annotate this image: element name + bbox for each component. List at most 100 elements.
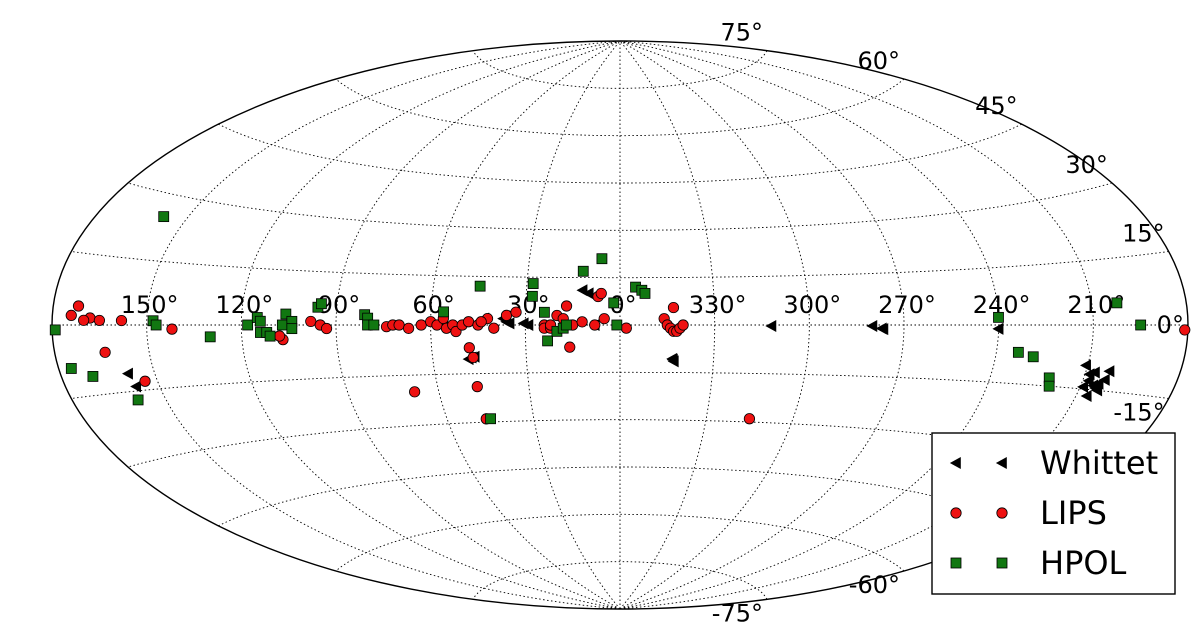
whittet-point [877,323,889,336]
lon-tick-label: 270° [878,291,936,319]
legend-label-whittet: Whittet [1040,444,1158,482]
lips-point [393,319,405,331]
grid-meridian [430,40,621,610]
whittet-point [1091,384,1103,397]
series-hpol [49,211,1147,425]
lips-point [166,323,178,335]
hpol-point [993,311,1004,323]
whittet-point [992,322,1004,335]
hpol-point [608,297,620,309]
hpol-point [542,335,554,347]
hpol-point [1111,297,1123,309]
grid-parallel [218,466,1022,527]
whittet-point [765,319,777,332]
lat-tick-label: 15° [1122,219,1165,247]
lips-point [500,309,513,321]
lips-point [409,386,421,398]
longitude-tick-labels: 150° 120° 90° 60° 30° 0° 330° 300° 270° 240° 210° [121,291,1125,319]
hpol-point [204,331,216,343]
legend-marker-hpol [996,557,1008,569]
hpol-point [1135,319,1147,331]
whittet-point [130,380,142,393]
coordinate-grid [52,40,1188,610]
lat-tick-label: 30° [1065,151,1108,179]
lips-point [595,287,607,300]
hpol-point [316,298,327,310]
lips-point [667,301,680,314]
lon-tick-label: 120° [215,291,273,319]
hpol-point [560,319,572,331]
hpol-point [242,319,254,331]
hpol-point [65,363,77,374]
whittet-point [503,317,515,330]
lips-point [403,322,415,334]
hpol-point [87,371,99,382]
lips-point [273,330,286,342]
whittet-point [1080,390,1092,403]
lips-point [467,351,479,364]
lips-point [471,381,483,393]
lat-tick-label: -75° [712,599,763,627]
lips-point [72,300,85,312]
lips-point [564,341,576,353]
lat-tick-label: -15° [1113,399,1164,427]
hpol-point [527,278,539,289]
lips-point [65,309,77,322]
hpol-point [254,315,266,327]
lips-point [488,322,500,334]
hpol-point [286,323,298,335]
whittet-point [1077,380,1089,393]
lips-point [475,316,487,328]
lips-point [139,375,151,387]
lips-point [415,319,427,331]
hpol-point [474,280,486,292]
whittet-point [866,320,878,333]
lips-point [620,322,632,334]
hpol-point [526,290,538,302]
whittet-point [1098,373,1110,386]
legend-label-hpol: HPOL [1040,544,1127,582]
grid-parallel [472,50,768,89]
hpol-point [577,265,589,277]
legend-marker-lips [950,507,962,519]
whittet-point [666,352,678,365]
grid-parallel [335,78,905,137]
legend-marker-hpol [950,557,962,569]
lat-tick-label: 45° [975,92,1018,120]
lips-point [510,306,522,318]
lips-point [99,346,111,358]
lips-point [1179,324,1191,336]
hpol-point [485,413,496,425]
hpol-point [264,330,276,342]
lips-point [598,313,610,325]
whittet-point [121,367,133,380]
lat-tick-label: 0° [1157,311,1184,339]
series-whittet [121,284,1115,403]
legend-marker-whittet [949,456,961,470]
hpol-point [538,306,550,318]
data-points [49,211,1191,425]
lips-point [560,300,573,312]
grid-parallel [472,561,768,600]
hpol-point [1043,380,1055,392]
hpol-point [150,319,162,331]
grid-meridian [619,40,1094,610]
whittet-point [582,287,594,300]
grid-parallel [71,371,1169,399]
lips-point [677,319,689,331]
whittet-point [1080,359,1091,372]
lon-tick-label: 150° [121,291,179,319]
grid-parallel [71,251,1169,279]
grid-parallel [335,513,905,572]
hpol-point [639,288,651,299]
whittet-point [517,317,529,330]
hpol-point [158,211,170,223]
lat-tick-label: 60° [857,47,900,75]
lon-tick-label: 300° [783,291,841,319]
grid-meridian [335,40,621,610]
lips-point [589,319,601,331]
hpol-point [132,394,144,406]
grid-parallel [218,123,1022,184]
hpol-point [368,319,380,331]
